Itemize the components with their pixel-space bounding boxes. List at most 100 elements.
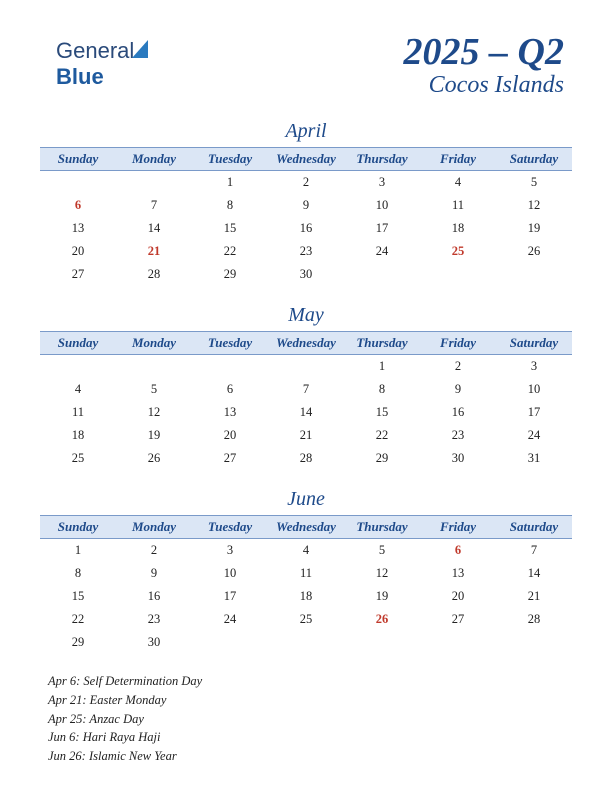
calendar-cell — [192, 631, 268, 654]
calendar-cell: 1 — [40, 539, 116, 563]
calendar-cell: 7 — [268, 378, 344, 401]
calendar-cell: 16 — [420, 401, 496, 424]
calendar-row: 45678910 — [40, 378, 572, 401]
calendars-container: AprilSundayMondayTuesdayWednesdayThursda… — [40, 120, 572, 654]
calendar-cell: 19 — [344, 585, 420, 608]
calendar-row: 25262728293031 — [40, 447, 572, 470]
weekday-header: Monday — [116, 148, 192, 171]
calendar-cell: 8 — [344, 378, 420, 401]
weekday-header: Wednesday — [268, 516, 344, 539]
month-block: AprilSundayMondayTuesdayWednesdayThursda… — [40, 120, 572, 286]
calendar-row: 6789101112 — [40, 194, 572, 217]
weekday-header: Saturday — [496, 516, 572, 539]
month-block: JuneSundayMondayTuesdayWednesdayThursday… — [40, 488, 572, 654]
calendar-cell: 3 — [192, 539, 268, 563]
weekday-header: Friday — [420, 332, 496, 355]
calendar-cell — [496, 631, 572, 654]
holiday-list: Apr 6: Self Determination DayApr 21: Eas… — [40, 672, 572, 766]
weekday-header: Thursday — [344, 148, 420, 171]
calendar-cell: 25 — [40, 447, 116, 470]
calendar-cell — [496, 263, 572, 286]
calendar-cell — [344, 263, 420, 286]
calendar-row: 12345 — [40, 171, 572, 195]
weekday-header: Friday — [420, 516, 496, 539]
calendar-cell: 12 — [344, 562, 420, 585]
calendar-cell: 29 — [344, 447, 420, 470]
calendar-cell: 21 — [496, 585, 572, 608]
calendar-cell: 27 — [192, 447, 268, 470]
holiday-entry: Apr 21: Easter Monday — [48, 691, 572, 710]
calendar-cell: 4 — [268, 539, 344, 563]
calendar-cell: 22 — [192, 240, 268, 263]
header-right: 2025 – Q2 Cocos Islands — [404, 30, 564, 99]
calendar-cell: 5 — [496, 171, 572, 195]
calendar-cell: 4 — [420, 171, 496, 195]
calendar-cell: 18 — [268, 585, 344, 608]
calendar-cell — [116, 355, 192, 379]
calendar-cell: 21 — [268, 424, 344, 447]
calendar-cell: 15 — [192, 217, 268, 240]
weekday-header: Saturday — [496, 332, 572, 355]
calendar-cell: 13 — [192, 401, 268, 424]
calendar-cell: 20 — [192, 424, 268, 447]
calendar-cell — [192, 355, 268, 379]
calendar-cell: 23 — [268, 240, 344, 263]
quarter-title: 2025 – Q2 — [404, 30, 564, 74]
calendar-cell: 28 — [268, 447, 344, 470]
calendar-cell: 6 — [420, 539, 496, 563]
calendar-cell: 24 — [496, 424, 572, 447]
calendar-cell: 27 — [40, 263, 116, 286]
month-title: June — [40, 488, 572, 511]
calendar-cell: 31 — [496, 447, 572, 470]
calendar-cell: 2 — [116, 539, 192, 563]
calendar-cell: 28 — [116, 263, 192, 286]
calendar-cell: 17 — [496, 401, 572, 424]
calendar-cell: 30 — [420, 447, 496, 470]
calendar-cell: 16 — [268, 217, 344, 240]
calendar-cell: 30 — [116, 631, 192, 654]
weekday-header: Wednesday — [268, 332, 344, 355]
calendar-cell: 24 — [344, 240, 420, 263]
calendar-cell: 13 — [420, 562, 496, 585]
calendar-cell: 8 — [40, 562, 116, 585]
calendar-cell: 10 — [344, 194, 420, 217]
calendar-cell: 12 — [116, 401, 192, 424]
calendar-cell: 22 — [40, 608, 116, 631]
calendar-cell: 14 — [496, 562, 572, 585]
region-title: Cocos Islands — [404, 72, 564, 99]
calendar-cell: 14 — [116, 217, 192, 240]
calendar-cell: 18 — [40, 424, 116, 447]
calendar-cell: 2 — [420, 355, 496, 379]
calendar-cell: 26 — [496, 240, 572, 263]
calendar-cell: 15 — [40, 585, 116, 608]
calendar-cell: 27 — [420, 608, 496, 631]
weekday-header: Tuesday — [192, 516, 268, 539]
calendar-cell — [268, 631, 344, 654]
month-title: May — [40, 304, 572, 327]
calendar-cell: 26 — [344, 608, 420, 631]
calendar-cell: 10 — [496, 378, 572, 401]
calendar-cell: 10 — [192, 562, 268, 585]
calendar-cell: 6 — [40, 194, 116, 217]
weekday-header: Saturday — [496, 148, 572, 171]
weekday-header: Monday — [116, 332, 192, 355]
calendar-row: 891011121314 — [40, 562, 572, 585]
calendar-row: 123 — [40, 355, 572, 379]
calendar-cell: 20 — [420, 585, 496, 608]
logo-text-1: General — [56, 38, 134, 63]
calendar-cell: 29 — [40, 631, 116, 654]
calendar-cell: 30 — [268, 263, 344, 286]
calendar-cell: 15 — [344, 401, 420, 424]
calendar-cell: 5 — [344, 539, 420, 563]
weekday-header: Tuesday — [192, 332, 268, 355]
calendar-cell: 9 — [268, 194, 344, 217]
calendar-table: SundayMondayTuesdayWednesdayThursdayFrid… — [40, 331, 572, 470]
weekday-header: Thursday — [344, 332, 420, 355]
calendar-cell: 11 — [40, 401, 116, 424]
calendar-cell: 2 — [268, 171, 344, 195]
calendar-cell: 13 — [40, 217, 116, 240]
calendar-cell: 23 — [116, 608, 192, 631]
calendar-cell: 6 — [192, 378, 268, 401]
calendar-cell: 19 — [116, 424, 192, 447]
weekday-header: Sunday — [40, 332, 116, 355]
